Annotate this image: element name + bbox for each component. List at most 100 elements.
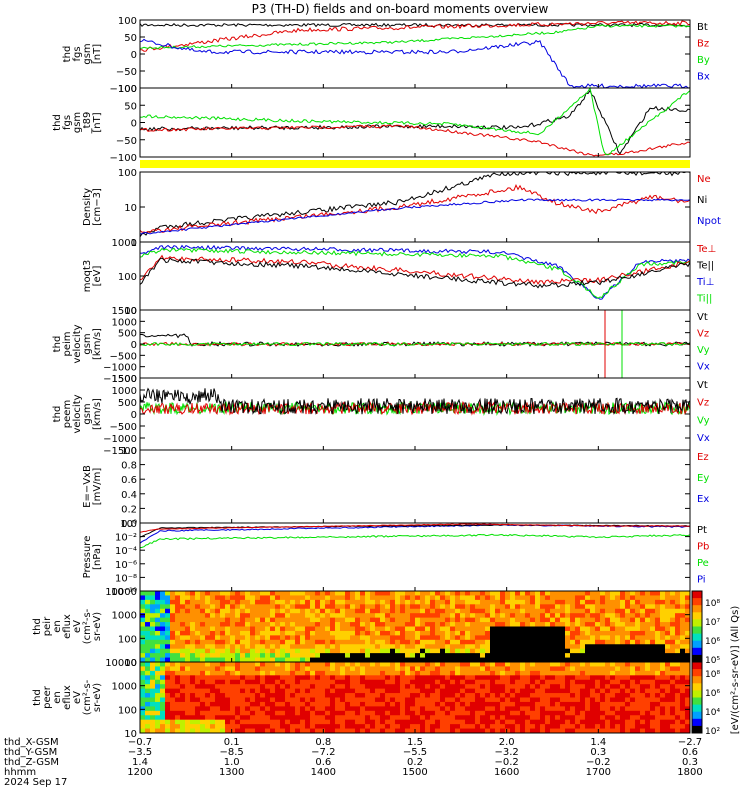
spectro-cell	[300, 644, 306, 650]
spectro-cell	[315, 591, 321, 596]
spectro-cell	[435, 648, 441, 654]
spectro-cell	[205, 666, 211, 672]
spectro-cell	[265, 648, 271, 654]
spectro-cell	[565, 635, 571, 641]
spectro-cell	[480, 639, 486, 645]
spectro-cell	[430, 622, 436, 627]
spectro-cell	[490, 644, 496, 650]
panel-7-ytick-label: 10⁰	[120, 519, 137, 530]
spectro-cell	[470, 630, 476, 636]
spectro-cell	[625, 688, 631, 694]
panel-4-series	[139, 310, 691, 378]
spectro-cell	[365, 684, 371, 690]
spectro-cell	[185, 679, 191, 685]
spectro-cell	[220, 591, 226, 596]
spectro-cell	[145, 644, 151, 650]
spectro-cell	[460, 599, 466, 605]
spectro-cell	[310, 617, 316, 623]
spectro-cell	[390, 675, 396, 681]
spectro-cell	[655, 688, 661, 694]
spectro-cell	[635, 595, 641, 601]
spectro-cell	[160, 688, 166, 694]
spectro-cell	[335, 630, 341, 636]
spectro-cell	[685, 595, 691, 601]
spectro-cell	[515, 693, 521, 698]
spectro-cell	[655, 657, 661, 663]
spectro-cell	[430, 684, 436, 690]
spectro-cell	[295, 675, 301, 681]
spectro-cell	[530, 648, 536, 654]
spectro-cell	[475, 679, 481, 685]
spectro-cell	[190, 626, 196, 632]
spectro-cell	[170, 639, 176, 645]
spectro-cell	[475, 719, 481, 725]
spectro-cell	[235, 675, 241, 681]
spectro-cell	[450, 715, 456, 721]
spectro-cell	[675, 639, 681, 645]
spectro-cell	[270, 666, 276, 672]
spectro-cell	[630, 684, 636, 690]
spectro-cell	[405, 608, 411, 614]
spectro-cell	[260, 595, 266, 601]
spectro-cell	[145, 688, 151, 694]
spectro-cell	[240, 693, 246, 698]
spectro-cell	[445, 622, 451, 627]
spectro-cell	[640, 701, 646, 707]
spectro-cell	[160, 710, 166, 716]
spectro-cell	[485, 595, 491, 601]
spectro-cell	[305, 648, 311, 654]
spectro-cell	[660, 675, 666, 681]
spectro-cell	[385, 710, 391, 716]
spectro-cell	[240, 675, 246, 681]
spectro-cell	[415, 688, 421, 694]
spectro-cell	[530, 728, 536, 734]
spectro-cell	[510, 635, 516, 641]
spectro-cell	[320, 697, 326, 703]
panel-6-frame	[139, 449, 691, 524]
spectro-cell	[395, 719, 401, 725]
spectro-cell	[400, 684, 406, 690]
spectro-cell	[230, 630, 236, 636]
spectro-cell	[215, 595, 221, 601]
spectro-cell	[310, 670, 316, 676]
spectro-cell	[670, 675, 676, 681]
spectro-cell	[235, 666, 241, 672]
spectro-cell	[315, 662, 321, 667]
series-te-par-line	[139, 257, 691, 289]
spectro-cell	[235, 608, 241, 614]
spectro-cell	[175, 630, 181, 636]
spectro-cell	[195, 724, 201, 730]
panel-6-ytick-label: 0.8	[121, 461, 137, 472]
spectro-cell	[155, 653, 161, 659]
spectro-cell	[630, 679, 636, 685]
spectro-cell	[500, 630, 506, 636]
spectro-cell	[150, 648, 156, 654]
spectro-cell	[685, 684, 691, 690]
spectro-cell	[300, 591, 306, 596]
spectro-cell	[280, 657, 286, 663]
spectro-cell	[510, 622, 516, 627]
spectro-cell	[595, 622, 601, 627]
spectro-cell	[265, 617, 271, 623]
spectro-cell	[270, 715, 276, 721]
spectro-cell	[210, 675, 216, 681]
spectro-cell	[310, 604, 316, 610]
spectro-cell	[445, 688, 451, 694]
spectro-cell	[390, 670, 396, 676]
spectro-cell	[345, 666, 351, 672]
spectro-cell	[370, 595, 376, 601]
spectro-cell	[205, 630, 211, 636]
spectro-cell	[670, 657, 676, 663]
spectro-cell	[520, 639, 526, 645]
spectro-cell	[460, 706, 466, 712]
panel-5-ytick-label: −1000	[103, 434, 137, 445]
spectro-cell	[285, 617, 291, 623]
spectro-cell	[600, 724, 606, 730]
spectro-cell	[455, 710, 461, 716]
spectro-cell	[495, 706, 501, 712]
spectro-cell	[360, 630, 366, 636]
spectro-cell	[465, 701, 471, 707]
spectro-cell	[420, 710, 426, 716]
spectro-cell	[630, 706, 636, 712]
